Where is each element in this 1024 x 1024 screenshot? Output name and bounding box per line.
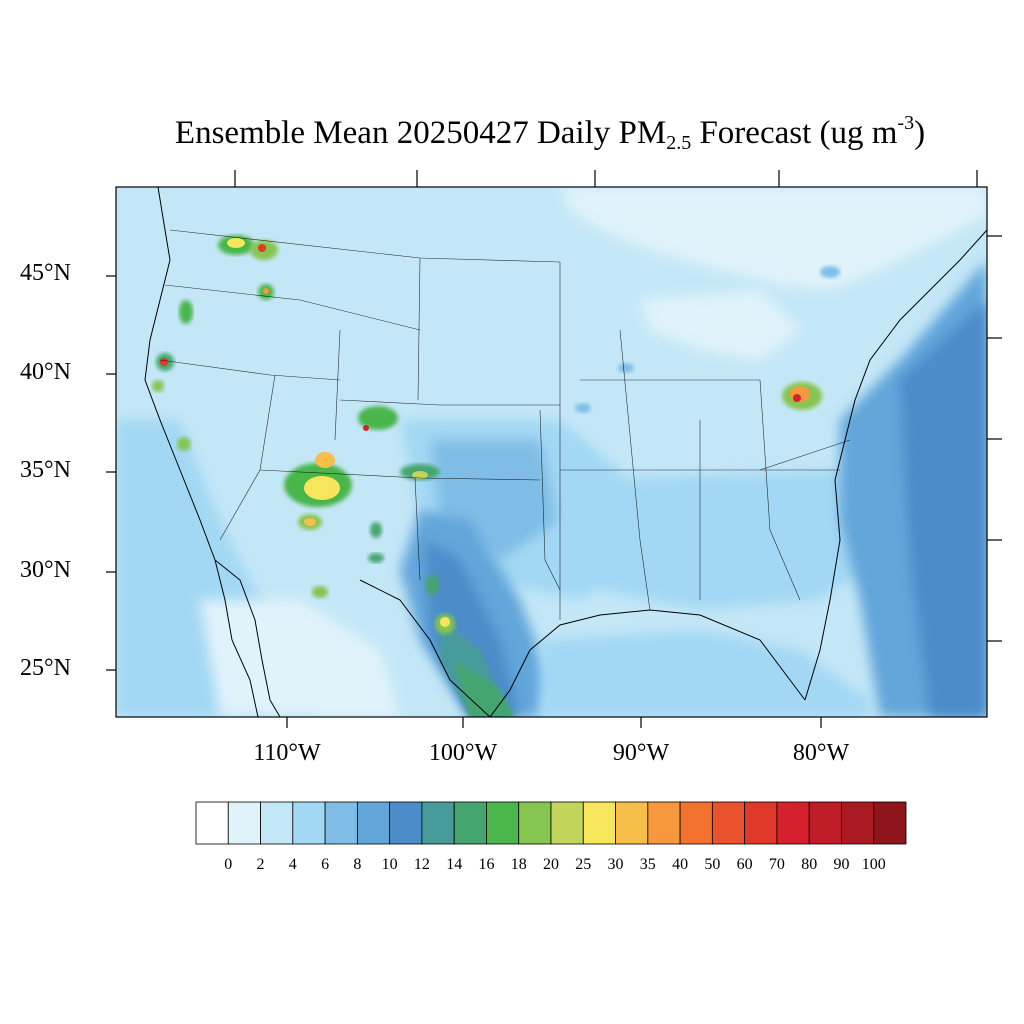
colorbar-label: 6 xyxy=(321,856,330,873)
plot-frame xyxy=(115,186,988,718)
colorbar-box xyxy=(873,801,907,845)
lon-label-110w: 110°W xyxy=(253,740,321,766)
colorbar-box xyxy=(324,801,358,845)
colorbar-label: 12 xyxy=(413,856,430,873)
coastlines xyxy=(144,187,987,717)
colorbar-box xyxy=(421,801,455,845)
colorbar-box xyxy=(808,801,842,845)
colorbar-label: 100 xyxy=(861,856,886,873)
lat-label-40: 40°N xyxy=(20,359,71,385)
colorbar-label: 10 xyxy=(381,856,398,873)
colorbar-box xyxy=(647,801,681,845)
colorbar-box xyxy=(292,801,326,845)
lon-label-100w: 100°W xyxy=(428,740,498,766)
colorbar-box xyxy=(550,801,584,845)
colorbar-label: 80 xyxy=(801,856,818,873)
colorbar-label: 2 xyxy=(256,856,265,873)
colorbar-box xyxy=(453,801,487,845)
colorbar-box xyxy=(776,801,810,845)
colorbar-box xyxy=(195,801,229,845)
title-superscript: -3 xyxy=(897,112,915,134)
colorbar-box xyxy=(518,801,552,845)
colorbar-label: 4 xyxy=(288,856,297,873)
colorbar-box xyxy=(486,801,520,845)
colorbar-label: 35 xyxy=(639,856,656,873)
lon-label-90w: 90°W xyxy=(612,740,670,766)
title-suffix: ) xyxy=(914,115,926,151)
colorbar-label: 30 xyxy=(607,856,624,873)
colorbar-label: 18 xyxy=(510,856,527,873)
title-subscript: 2.5 xyxy=(666,132,692,154)
colorbar-box xyxy=(582,801,616,845)
colorbar xyxy=(195,801,907,845)
colorbar-label: 14 xyxy=(446,856,463,873)
lat-label-35: 35°N xyxy=(20,457,71,483)
colorbar-label: 90 xyxy=(833,856,850,873)
lon-label-80w: 80°W xyxy=(792,740,850,766)
colorbar-label: 20 xyxy=(543,856,559,873)
colorbar-box xyxy=(260,801,294,845)
colorbar-box xyxy=(227,801,261,845)
colorbar-box xyxy=(744,801,778,845)
colorbar-box xyxy=(356,801,391,845)
colorbar-box xyxy=(711,801,746,845)
colorbar-label: 60 xyxy=(736,856,753,873)
colorbar-label: 50 xyxy=(704,856,721,873)
tick-marks xyxy=(106,170,1002,728)
colorbar-box xyxy=(679,801,713,845)
lat-label-25: 25°N xyxy=(20,655,71,681)
colorbar-label: 0 xyxy=(224,856,233,873)
map-title: Ensemble Mean 20250427 Daily PM2.5 Forec… xyxy=(0,112,1024,155)
colorbar-box xyxy=(389,801,423,845)
southeast-region xyxy=(560,470,880,610)
colorbar-label: 8 xyxy=(353,856,362,873)
colorbar-box xyxy=(841,801,875,845)
colorbar-label: 70 xyxy=(768,856,785,873)
pm25-field xyxy=(116,187,987,717)
light-north-region xyxy=(560,187,987,290)
title-prefix: Ensemble Mean 20250427 Daily PM xyxy=(174,115,667,151)
colorbar-label: 25 xyxy=(575,856,592,873)
colorbar-label: 40 xyxy=(672,856,689,873)
lat-label-30: 30°N xyxy=(20,557,71,583)
title-middle: Forecast (ug m xyxy=(691,115,898,151)
colorbar-box xyxy=(615,801,649,845)
colorbar-label: 16 xyxy=(478,856,495,873)
lat-label-45: 45°N xyxy=(20,260,71,286)
state-borders xyxy=(159,229,851,620)
